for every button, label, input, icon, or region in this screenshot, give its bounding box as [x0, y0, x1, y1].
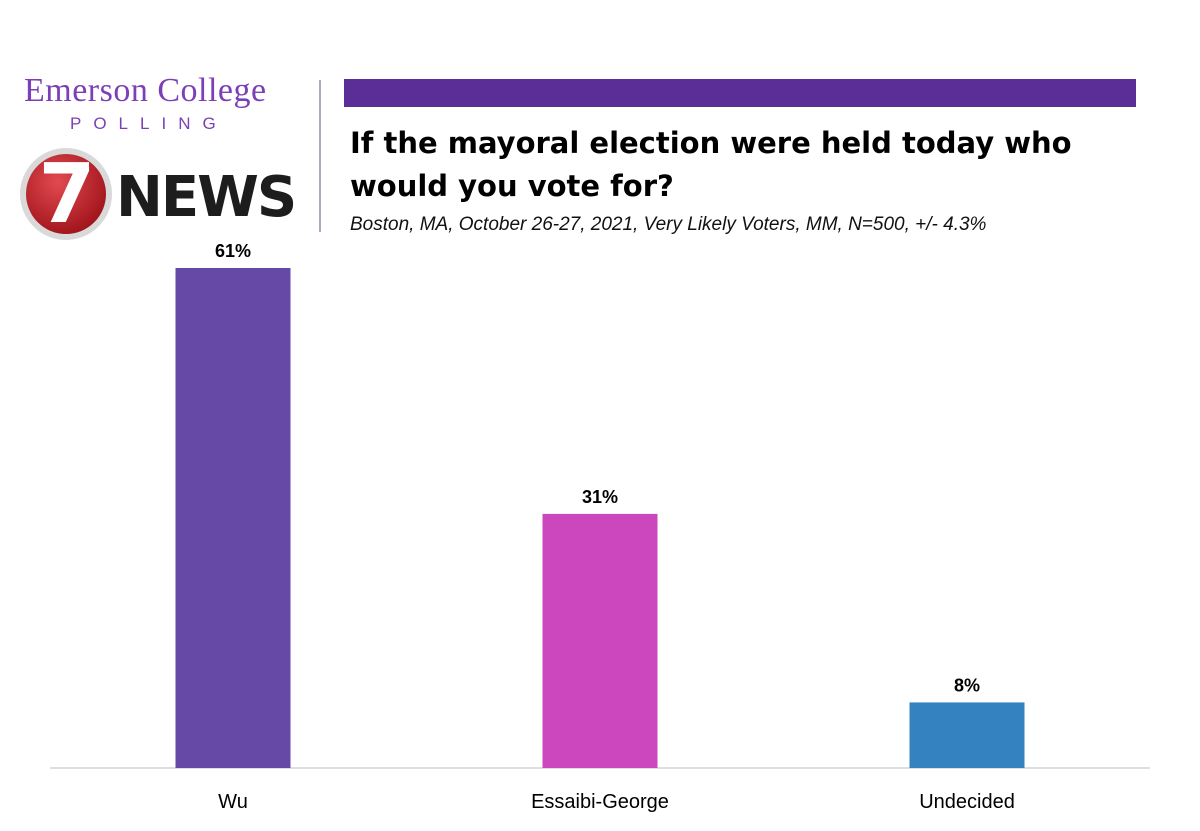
header-accent-bar — [344, 79, 1136, 107]
category-label: Undecided — [919, 791, 1015, 813]
data-label: 8% — [954, 675, 980, 695]
bar-essaibi-george — [542, 513, 658, 768]
data-label: 61% — [215, 241, 251, 261]
polling-wordmark: POLLING — [70, 114, 228, 133]
bar-wu — [175, 268, 291, 768]
category-label: Wu — [218, 791, 248, 813]
header-divider — [319, 80, 321, 232]
chart-title: If the mayoral election were held today … — [350, 126, 1072, 203]
7news-word: NEWS — [116, 165, 295, 230]
bar-undecided — [909, 702, 1025, 768]
chart-subtitle: Boston, MA, October 26-27, 2021, Very Li… — [350, 214, 987, 235]
category-label: Essaibi-George — [531, 791, 669, 813]
7news-number: 7 — [38, 147, 95, 242]
7news-logo: 7 NEWS — [20, 147, 297, 242]
data-label: 31% — [582, 487, 618, 507]
emerson-college-wordmark: Emerson College — [24, 72, 267, 109]
